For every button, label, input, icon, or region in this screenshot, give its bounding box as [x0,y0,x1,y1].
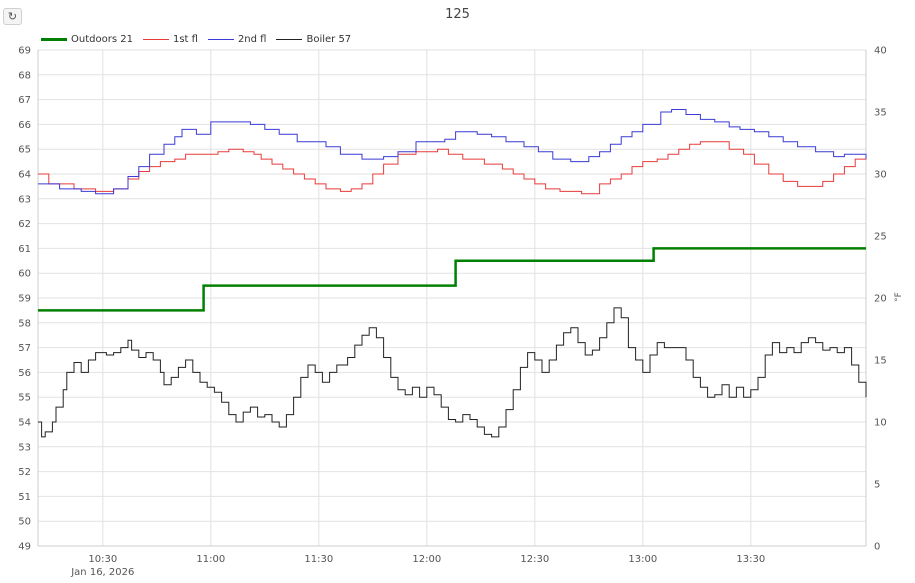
y2-tick-label: 5 [874,480,880,491]
y-tick-label: 69 [18,46,31,57]
legend-item-0[interactable]: Outdoors 21 [41,34,133,45]
legend-swatch [207,38,234,40]
series-line-2 [38,109,867,195]
y-tick-label: 68 [18,70,31,81]
y-tick-label: 54 [18,418,31,429]
x-tick-label: 12:30 [520,554,549,565]
refresh-button[interactable]: ↻ [3,8,22,25]
legend-swatch [41,37,67,41]
refresh-icon: ↻ [7,10,18,23]
y-tick-label: 51 [18,492,31,503]
y-tick-label: 61 [18,244,31,255]
legend-label: 2nd fl [237,33,267,45]
x-date-label: Jan 16, 2026 [70,567,134,578]
y-tick-label: 53 [18,442,31,453]
y2-tick-label: 35 [874,108,887,119]
series-line-3 [38,307,867,438]
right-axis-label: °F [894,292,904,302]
y-tick-label: 67 [18,95,31,106]
legend-swatch [276,38,303,40]
y-tick-label: 57 [18,343,31,354]
x-tick-label: 13:00 [628,554,657,565]
legend-label: Boiler 57 [306,33,352,45]
y-tick-label: 55 [18,393,31,404]
y2-tick-label: 30 [874,170,887,181]
y-tick-label: 64 [18,170,31,181]
x-tick-label: 10:30 [88,554,117,565]
y2-tick-label: 10 [874,418,887,429]
legend-label: Outdoors 21 [71,33,133,45]
series-line-1 [38,141,867,195]
x-tick-label: 12:00 [412,554,441,565]
y-tick-label: 58 [18,318,31,329]
legend-item-2[interactable]: 2nd fl [207,33,267,45]
y-tick-label: 59 [18,294,31,305]
y2-tick-label: 20 [874,294,887,305]
y-tick-label: 65 [18,145,31,156]
chart-legend: Outdoors 21 1st fl 2nd fl Boiler 57 [41,32,361,46]
y-tick-label: 62 [18,219,31,230]
y-tick-label: 60 [18,269,31,280]
legend-label: 1st fl [172,33,198,45]
y-tick-label: 49 [18,542,31,553]
legend-item-3[interactable]: Boiler 57 [276,34,351,45]
y-tick-label: 50 [18,517,31,528]
y-tick-label: 63 [18,194,31,205]
y-tick-label: 66 [18,120,31,131]
legend-swatch [142,38,169,40]
y2-tick-label: 15 [874,356,887,367]
x-tick-label: 11:00 [196,554,225,565]
chart-title: 125 [445,7,470,22]
x-tick-label: 11:30 [304,554,333,565]
legend-item-1[interactable]: 1st fl [142,33,198,45]
x-tick-label: 13:30 [736,554,765,565]
y2-tick-label: 25 [874,232,887,243]
series-line-0 [38,247,866,312]
y-tick-label: 56 [18,368,31,379]
y-tick-label: 52 [18,467,31,478]
y2-tick-label: 0 [874,542,880,553]
y2-tick-label: 40 [874,46,887,57]
